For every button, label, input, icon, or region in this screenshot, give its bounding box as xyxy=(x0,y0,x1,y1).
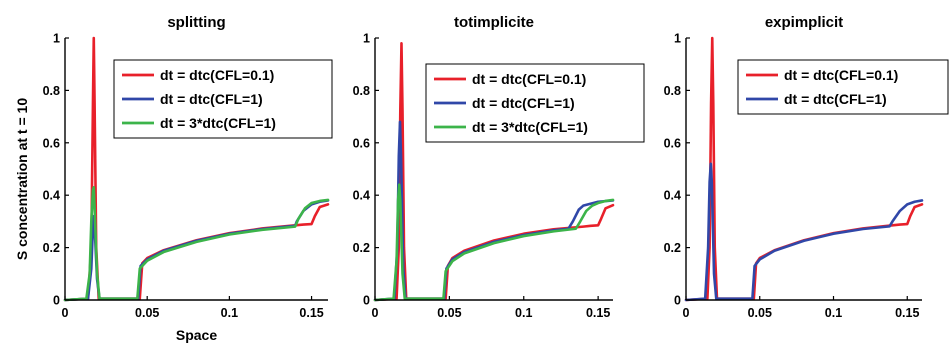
y-tick-label: 0.8 xyxy=(353,84,370,98)
y-tick-label: 1 xyxy=(674,32,681,46)
x-tick-label: 0.05 xyxy=(135,306,159,320)
legend-box xyxy=(113,59,333,139)
y-tick-label: 0.4 xyxy=(353,189,370,203)
y-axis-label: S concentration at t = 10 xyxy=(14,98,30,260)
y-tick-label: 0 xyxy=(363,294,370,308)
legend-label: dt = dtc(CFL=1) xyxy=(160,91,263,107)
legend-label: dt = dtc(CFL=1) xyxy=(472,95,575,111)
chart-title: expimplicit xyxy=(765,14,843,31)
y-tick-label: 1 xyxy=(363,32,370,46)
x-tick-label: 0 xyxy=(372,306,379,320)
legend-box xyxy=(737,59,949,115)
subplot-3: 0 0.05 0.1 0.15 0 0.2 0.4 0.6 0.8 1 expimplicit dt … xyxy=(664,14,949,320)
legend-label: dt = dtc(CFL=1) xyxy=(784,91,887,107)
chart-title: splitting xyxy=(167,14,225,31)
legend-label: dt = 3*dtc(CFL=1) xyxy=(472,119,588,135)
x-tick-label: 0.15 xyxy=(586,306,610,320)
legend-label: dt = dtc(CFL=0.1) xyxy=(160,67,274,83)
series-line-2 xyxy=(684,162,924,302)
y-tick-label: 0.8 xyxy=(664,84,681,98)
x-tick-label: 0.05 xyxy=(748,306,772,320)
y-tick-label: 0.6 xyxy=(353,136,370,150)
x-tick-label: 0.1 xyxy=(825,306,842,320)
x-tick-label: 0.1 xyxy=(221,306,238,320)
subplot-2: 0 0.05 0.1 0.15 0 0.2 0.4 0.6 0.8 1 totimplicite dt… xyxy=(353,14,645,320)
y-tick-label: 0.2 xyxy=(353,241,370,255)
legend-label: dt = 3*dtc(CFL=1) xyxy=(160,115,276,131)
x-tick-label: 0.15 xyxy=(895,306,919,320)
series-line-3 xyxy=(63,186,330,302)
y-tick-label: 1 xyxy=(53,32,60,46)
y-tick-label: 0 xyxy=(53,294,60,308)
legend: dt = dtc(CFL=0.1) dt = dtc(CFL=1) dt = 3*d… xyxy=(113,59,333,139)
x-axis-label: Space xyxy=(176,327,217,343)
y-tick-label: 0.6 xyxy=(664,136,681,150)
x-tick-label: 0 xyxy=(62,306,69,320)
y-tick-label: 0.4 xyxy=(43,189,60,203)
subplot-1: 0 0.05 0.1 0.15 0 0.2 0.4 0.6 0.8 1 splitting Space… xyxy=(14,14,333,343)
y-tick-label: 0.4 xyxy=(664,189,681,203)
x-tick-label: 0.1 xyxy=(515,306,532,320)
y-tick-label: 0.6 xyxy=(43,136,60,150)
y-tick-label: 0.2 xyxy=(664,241,681,255)
y-tick-label: 0.2 xyxy=(43,241,60,255)
y-tick-label: 0 xyxy=(674,294,681,308)
legend: dt = dtc(CFL=0.1) dt = dtc(CFL=1) xyxy=(737,59,949,115)
x-tick-label: 0 xyxy=(683,306,690,320)
legend-label: dt = dtc(CFL=0.1) xyxy=(784,67,898,83)
x-tick-label: 0.15 xyxy=(299,306,323,320)
legend-label: dt = dtc(CFL=0.1) xyxy=(472,71,586,87)
legend: dt = dtc(CFL=0.1) dt = dtc(CFL=1) dt = 3*d… xyxy=(425,63,645,143)
y-tick-label: 0.8 xyxy=(43,84,60,98)
x-tick-label: 0.05 xyxy=(437,306,461,320)
series-line-3 xyxy=(373,183,615,302)
chart-title: totimplicite xyxy=(454,14,534,31)
